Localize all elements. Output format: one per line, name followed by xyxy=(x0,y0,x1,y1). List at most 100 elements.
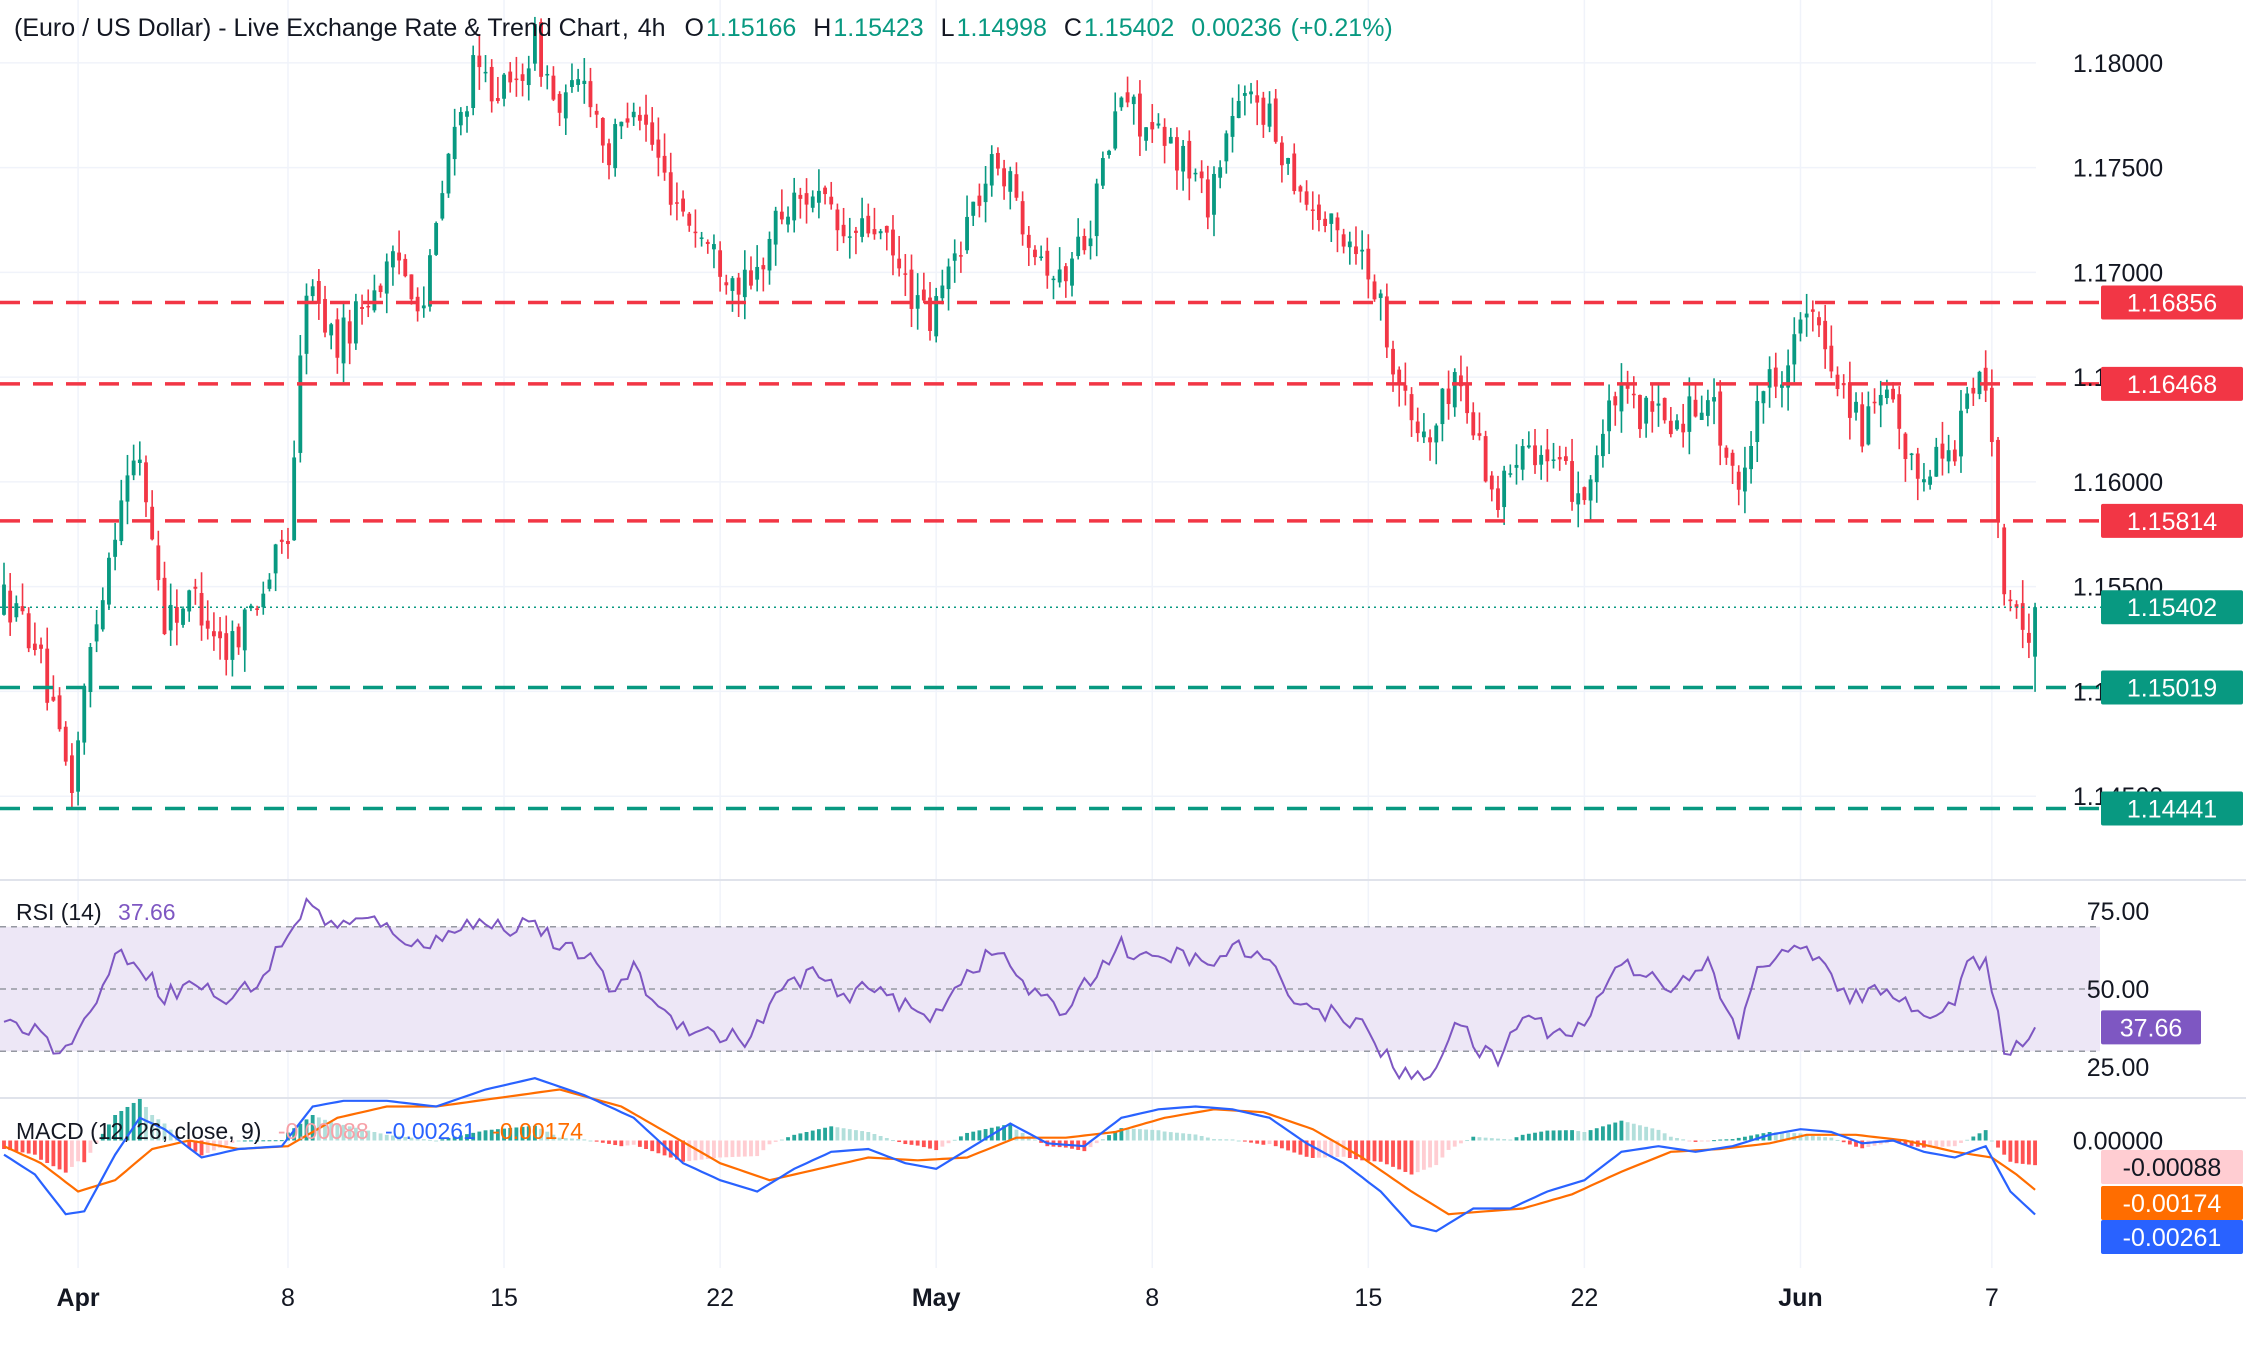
candle-body xyxy=(347,321,352,344)
candle xyxy=(1125,76,1130,108)
candle xyxy=(1533,428,1537,474)
candle-body xyxy=(1181,145,1186,172)
macd-histogram-bar xyxy=(125,1106,130,1141)
macd-histogram-bar xyxy=(113,1115,118,1141)
macd-histogram-bar xyxy=(1193,1134,1198,1141)
candle xyxy=(391,245,395,286)
level-price-tag-label: 1.16856 xyxy=(2127,290,2217,318)
macd-histogram-bar xyxy=(230,1140,235,1143)
macd-histogram-bar xyxy=(397,1136,402,1141)
candle xyxy=(76,731,80,806)
macd-histogram-bar xyxy=(693,1140,698,1161)
candle xyxy=(1304,180,1309,211)
candle xyxy=(100,587,105,632)
candle-body xyxy=(1792,334,1797,365)
candle xyxy=(533,16,537,71)
candle-body xyxy=(1520,446,1525,470)
macd-histogram-bar xyxy=(353,1127,358,1141)
candle xyxy=(1699,395,1704,421)
candle xyxy=(1946,434,1951,474)
candle xyxy=(489,59,494,113)
macd-histogram-bar xyxy=(1983,1130,1988,1141)
candle-body xyxy=(607,143,611,166)
candle-body xyxy=(1236,100,1241,119)
candle xyxy=(14,595,19,622)
candle-body xyxy=(1415,421,1420,434)
candle xyxy=(798,187,803,219)
macd-histogram-bar xyxy=(1218,1139,1223,1141)
candle-body xyxy=(903,273,908,275)
macd-histogram-bar xyxy=(495,1129,500,1141)
candle xyxy=(1835,366,1840,397)
candle xyxy=(1446,370,1451,420)
macd-histogram-bar xyxy=(471,1132,476,1141)
candle-body xyxy=(131,460,136,476)
candle xyxy=(909,254,914,328)
candle xyxy=(1514,444,1519,485)
candle-body xyxy=(279,539,284,542)
level-price-tag-bg xyxy=(2101,285,2243,320)
candle-body xyxy=(421,305,426,309)
macd-histogram-bar xyxy=(749,1140,753,1157)
candle-body xyxy=(57,695,62,730)
macd-histogram-bar xyxy=(971,1131,976,1141)
candle xyxy=(1508,464,1513,478)
candle xyxy=(1323,211,1328,233)
macd-histogram-bar xyxy=(1434,1140,1439,1166)
candle-body xyxy=(107,557,111,605)
level-price-tag: 1.15814 xyxy=(2101,503,2243,538)
candle-body xyxy=(1144,127,1148,141)
macd-histogram-bar xyxy=(557,1137,562,1141)
candle-body xyxy=(1434,425,1439,443)
candle xyxy=(1687,377,1692,455)
macd-histogram-bar xyxy=(1607,1124,1612,1141)
candle xyxy=(298,335,303,463)
candle-body xyxy=(928,297,932,331)
candle xyxy=(1662,397,1667,424)
candle xyxy=(1329,213,1334,243)
candle-body xyxy=(508,71,513,83)
candle xyxy=(403,254,408,278)
candle xyxy=(304,283,309,375)
macd-histogram-bar xyxy=(2020,1140,2025,1164)
candle-body xyxy=(693,231,698,234)
candle-body xyxy=(1681,423,1686,433)
macd-histogram-bar xyxy=(1928,1140,1933,1148)
candle xyxy=(1922,463,1926,492)
candle xyxy=(841,207,846,244)
candle-body xyxy=(514,78,519,81)
macd-histogram-bar xyxy=(502,1128,506,1141)
macd-histogram-bar xyxy=(804,1132,809,1141)
candle xyxy=(514,56,519,97)
candle xyxy=(94,609,99,653)
candle-body xyxy=(1909,453,1914,456)
candle-body xyxy=(1137,93,1142,137)
candle-body xyxy=(1384,296,1389,348)
candle xyxy=(915,273,920,330)
candle xyxy=(360,294,364,325)
macd-histogram-bar xyxy=(1588,1130,1593,1141)
candle-body xyxy=(211,631,216,637)
candle xyxy=(1360,230,1365,270)
candle-body xyxy=(1631,393,1636,396)
candle-body xyxy=(1193,172,1198,175)
candle xyxy=(613,118,618,177)
macd-histogram-bar xyxy=(1397,1140,1402,1170)
candle-body xyxy=(1934,446,1939,477)
candle-body xyxy=(1835,374,1840,390)
candle xyxy=(1162,118,1167,164)
candle-body xyxy=(1841,383,1846,386)
candle xyxy=(1156,113,1161,129)
candle xyxy=(1298,184,1303,203)
candle xyxy=(372,274,377,313)
candle xyxy=(934,287,939,343)
candle-body xyxy=(372,290,377,311)
candle-body xyxy=(1847,383,1852,418)
candle xyxy=(897,235,902,277)
candle-body xyxy=(1854,401,1858,413)
candle-body xyxy=(798,194,803,199)
macd-histogram-bar xyxy=(1014,1129,1019,1141)
macd-histogram-bar xyxy=(1638,1125,1642,1141)
candle xyxy=(1205,165,1210,230)
candle-body xyxy=(736,277,741,295)
